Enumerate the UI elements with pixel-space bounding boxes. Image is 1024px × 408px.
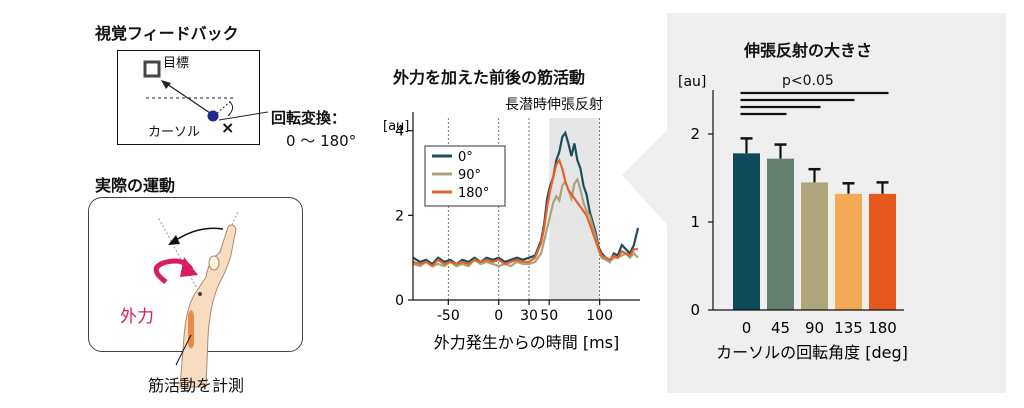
cursor-label: カーソル	[148, 125, 201, 140]
emg-x-tick-label: 100	[586, 308, 613, 324]
sig-label: p<0.05	[782, 73, 834, 89]
rotation-range: 0 ～ 180°	[286, 132, 357, 150]
emg-series-line	[412, 157, 638, 268]
bar	[869, 193, 896, 310]
bar-x-label: カーソルの回転角度 [deg]	[716, 343, 908, 362]
panel-callout	[622, 130, 667, 225]
feedback-diagram	[143, 60, 269, 122]
forearm	[179, 224, 237, 388]
cursor-dot	[207, 110, 219, 122]
bar-chart-title: 伸張反射の大きさ	[744, 41, 873, 60]
emg-y-tick-label: 4	[395, 124, 404, 140]
band-label: 長潜時伸張反射	[505, 97, 603, 113]
rotation-title: 回転変換：	[271, 109, 347, 127]
bar-category-label: 135	[834, 319, 863, 337]
emg-y-label: [au]	[383, 119, 409, 134]
emg-chart: 0 2 4 -50 0 30 50 100 [au] 外力発生からの時間 [ms] 0° 90° 18…	[383, 112, 640, 352]
bar-y-tick-label: 0	[690, 301, 700, 319]
cursor-arrow	[166, 83, 211, 114]
force-label: 外力	[120, 307, 154, 327]
cross-mark: ×	[221, 118, 235, 137]
visual-feedback-title: 視覚フィードバック	[95, 24, 239, 43]
bar-y-label: [au]	[678, 74, 706, 90]
emg-y-tick-label: 0	[395, 293, 404, 309]
emg-chart-title: 外力を加えた前後の筋活動	[393, 68, 586, 87]
emg-x-tick-label: 50	[540, 308, 558, 324]
bar	[801, 182, 828, 310]
bar-category-label: 180	[868, 319, 897, 337]
legend-entry: 90°	[458, 168, 481, 183]
bar-category-label: 0	[742, 319, 752, 337]
measure-label: 筋活動を計測	[148, 376, 245, 395]
actual-motion-title: 実際の運動	[95, 176, 176, 195]
bar	[767, 158, 794, 310]
emg-x-label: 外力発生からの時間 [ms]	[434, 333, 620, 352]
bar	[835, 193, 862, 310]
target-square	[143, 60, 161, 78]
bar	[733, 153, 760, 310]
emg-y-tick-label: 2	[395, 208, 404, 224]
legend-entry: 0°	[458, 150, 473, 165]
bar-y-tick-label: 1	[690, 213, 700, 231]
emg-x-tick-label: 0	[494, 308, 503, 324]
bar-category-label: 45	[771, 319, 790, 337]
bar-y-tick-label: 2	[690, 125, 700, 143]
legend-entry: 180°	[458, 186, 489, 201]
feedback-screen	[117, 50, 260, 145]
emg-x-tick-label: -50	[437, 308, 460, 324]
emg-series-line	[412, 176, 639, 268]
arm-illustration	[153, 211, 239, 388]
target-label: 目標	[163, 56, 190, 71]
bar-category-label: 90	[805, 319, 824, 337]
emg-x-tick-label: 30	[520, 308, 538, 324]
